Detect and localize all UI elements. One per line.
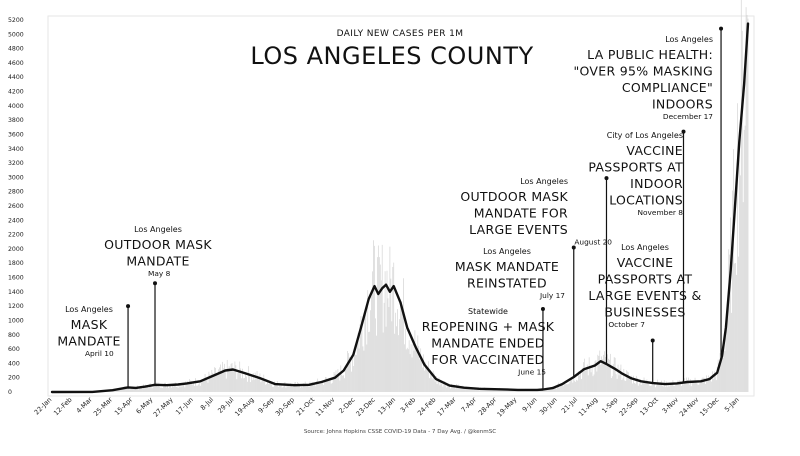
annotation-heading: INDOOR (630, 176, 683, 191)
y-tick-label: 4200 (8, 89, 24, 96)
annotation-date: October 7 (608, 320, 645, 329)
annotation-heading: MANDATE FOR (474, 206, 568, 221)
annotation-marker (153, 281, 158, 286)
annotation-location: Los Angeles (621, 243, 669, 252)
annotation-marker (719, 26, 724, 31)
annotation-heading: COMPLIANCE" (622, 80, 713, 95)
annotation-date: August 20 (574, 238, 612, 247)
y-tick-label: 3000 (8, 174, 24, 181)
annotation-heading: PASSPORTS AT (598, 272, 693, 287)
y-tick-label: 400 (8, 360, 20, 367)
plot-frame (47, 15, 755, 397)
y-tick-label: 1200 (8, 303, 24, 310)
annotation-heading: VACCINE (617, 255, 674, 270)
annotation-marker (571, 245, 576, 250)
y-tick-label: 3600 (8, 131, 24, 138)
annotation-location: Los Angeles (65, 305, 113, 314)
y-tick-label: 5000 (8, 31, 24, 38)
series-line-cases (50, 22, 750, 394)
y-tick-label: 200 (8, 375, 20, 382)
annotation: City of Los Angeles VACCINE PASSPORTS ATIN… (588, 129, 686, 383)
y-tick-label: 3200 (8, 160, 24, 167)
y-tick-label: 4000 (8, 103, 24, 110)
chart-subtitle: DAILY NEW CASES PER 1M (337, 29, 464, 39)
annotation-heading: REOPENING + MASK (422, 319, 555, 334)
y-tick-label: 4800 (8, 46, 24, 53)
annotation-date: November 8 (638, 208, 684, 217)
y-axis: 0 200 400 600 800 1000 1200 1400 1600 1800 2000 220… (8, 17, 24, 396)
y-tick-label: 1000 (8, 317, 24, 324)
annotation: Los Angeles OUTDOOR MASK MANDATE FORLARGE … (460, 176, 612, 365)
y-tick-label: 2800 (8, 189, 24, 196)
annotation-heading: REINSTATED (467, 276, 547, 291)
annotation-location: Los Angeles (665, 35, 713, 44)
annotation-heading: MANDATE (57, 334, 120, 349)
y-tick-label: 600 (8, 346, 20, 353)
annotation-date: April 10 (85, 349, 114, 358)
annotation-location: Los Angeles (134, 225, 182, 234)
annotation-heading: VACCINE (626, 143, 683, 158)
annotation-marker (604, 176, 609, 181)
annotation-heading: PASSPORTS AT (588, 160, 683, 175)
annotation-heading: MASK MANDATE (455, 259, 559, 274)
annotation-marker (540, 307, 545, 312)
y-tick-label: 2400 (8, 217, 24, 224)
annotation-date: July 17 (539, 291, 565, 300)
annotation-heading: LA PUBLIC HEALTH: (587, 47, 713, 62)
y-tick-label: 1400 (8, 289, 24, 296)
y-tick-label: 2200 (8, 232, 24, 239)
chart-title: LOS ANGELES COUNTY (250, 42, 533, 70)
y-tick-label: 1800 (8, 260, 24, 267)
annotation: Statewide REOPENING + MASK MANDATE ENDEDFO… (422, 307, 555, 390)
annotation-marker (650, 338, 655, 343)
y-tick-label: 5200 (8, 17, 24, 24)
annotation-heading: LOCATIONS (609, 193, 683, 208)
annotation-location: Statewide (468, 307, 508, 316)
y-tick-label: 4600 (8, 60, 24, 67)
annotation-marker (681, 129, 686, 134)
y-tick-label: 800 (8, 332, 20, 339)
y-tick-label: 2000 (8, 246, 24, 253)
annotation-heading: INDOORS (652, 97, 713, 112)
annotation-date: May 8 (148, 269, 171, 278)
annotation-heading: MANDATE ENDED (431, 336, 544, 351)
annotation-marker (126, 304, 131, 309)
annotation-location: City of Los Angeles (607, 131, 683, 140)
annotation: Los Angeles LA PUBLIC HEALTH: "OVER 95% MA… (573, 26, 724, 360)
annotation-heading: FOR VACCINATED (431, 352, 544, 367)
y-tick-label: 4400 (8, 74, 24, 81)
annotation-heading: OUTDOOR MASK (104, 237, 212, 252)
annotation-heading: MANDATE (126, 254, 189, 269)
annotation-heading: LARGE EVENTS & (588, 288, 701, 303)
annotation-location: Los Angeles (520, 177, 568, 186)
y-tick-label: 3800 (8, 117, 24, 124)
annotation-date: June 15 (517, 368, 546, 377)
y-tick-label: 1600 (8, 275, 24, 282)
annotation-heading: OUTDOOR MASK (460, 189, 568, 204)
annotation-heading: "OVER 95% MASKING (573, 64, 713, 79)
annotation-location: Los Angeles (483, 247, 531, 256)
annotation-heading: BUSINESSES (604, 305, 685, 320)
y-tick-label: 3400 (8, 146, 24, 153)
annotation-heading: MASK (71, 317, 108, 332)
y-tick-label: 2600 (8, 203, 24, 210)
annotation-heading: LARGE EVENTS (469, 222, 568, 237)
y-tick-label: 0 (8, 389, 12, 396)
annotation-date: December 17 (663, 112, 713, 121)
chart-source: Source: Johns Hopkins CSSE COVID-19 Data… (304, 429, 496, 435)
